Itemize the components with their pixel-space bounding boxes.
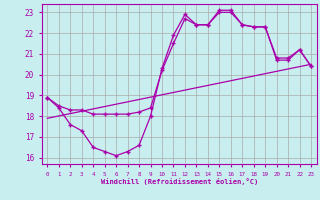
X-axis label: Windchill (Refroidissement éolien,°C): Windchill (Refroidissement éolien,°C) (100, 178, 258, 185)
